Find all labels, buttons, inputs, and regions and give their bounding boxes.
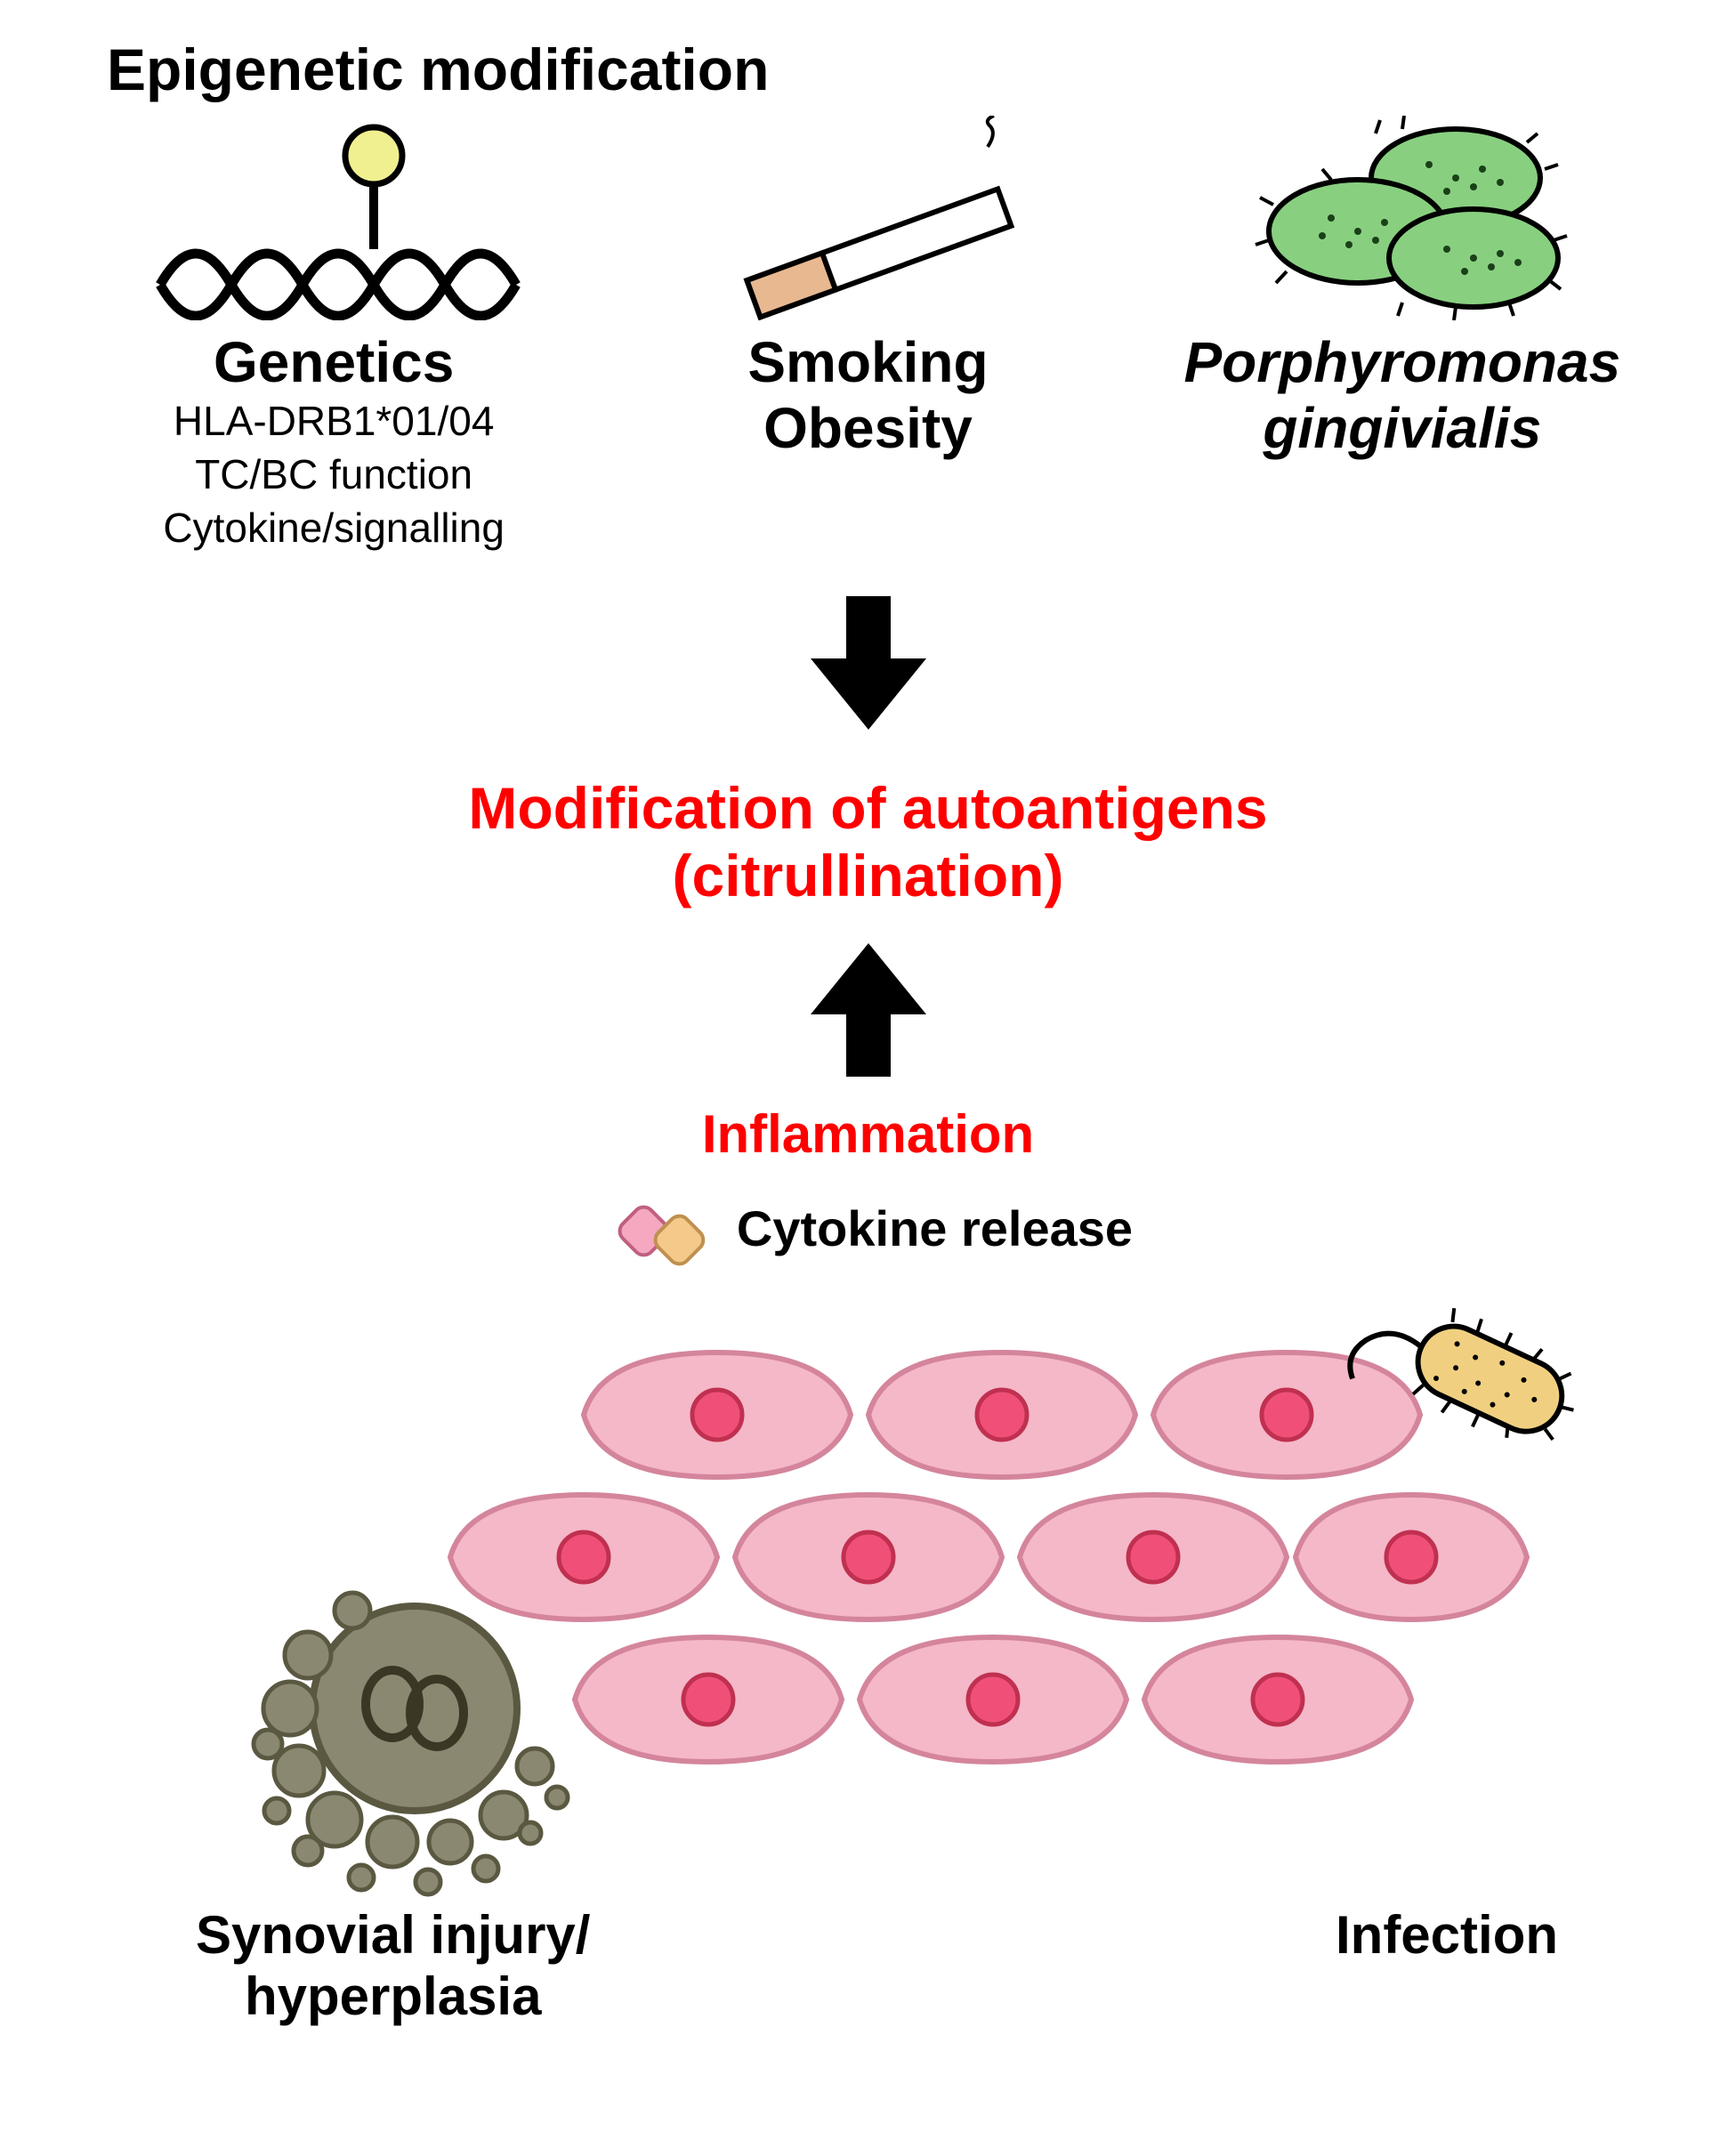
- synovial-label: Synovial injury/ hyperplasia: [196, 1904, 590, 2027]
- genetics-factor: Genetics HLA-DRB1*01/04 TC/BC function C…: [85, 116, 583, 554]
- smoking-label: Smoking: [747, 329, 988, 395]
- inflammation-label: Inflammation: [702, 1103, 1034, 1165]
- lifestyle-factor: Smoking Obesity: [645, 116, 1090, 461]
- bacteria-label2: gingivialis: [1263, 395, 1541, 461]
- cytokine-icon: [603, 1183, 719, 1272]
- bacteria-cluster-icon: [1224, 116, 1580, 320]
- cytokine-label: Cytokine release: [737, 1199, 1133, 1257]
- bacteria-label1: Porphyromonas: [1183, 329, 1620, 395]
- genetics-label: Genetics: [214, 329, 454, 395]
- synovial-line1: Synovial injury/: [196, 1904, 590, 1966]
- bottom-labels: Synovial injury/ hyperplasia Infection: [0, 1904, 1736, 2027]
- dna-icon: [142, 116, 525, 320]
- epigenetic-title: Epigenetic modification: [107, 36, 769, 103]
- cigarette-icon: [681, 116, 1054, 320]
- arrow-up-icon: [811, 943, 926, 1077]
- infection-label: Infection: [1336, 1904, 1558, 2027]
- modification-text: Modification of autoantigens (citrullina…: [0, 774, 1736, 909]
- tissue-row-2: [450, 1495, 1527, 1619]
- tissue-illustration: [157, 1299, 1580, 1904]
- genetics-sub1: HLA-DRB1*01/04: [174, 395, 495, 448]
- modification-line1: Modification of autoantigens: [0, 774, 1736, 842]
- genetics-sub2: TC/BC function: [195, 448, 472, 502]
- obesity-label: Obesity: [763, 395, 973, 461]
- genetics-sub3: Cytokine/signalling: [163, 502, 505, 555]
- cytokine-row: Cytokine release: [603, 1183, 1133, 1272]
- factor-row: Genetics HLA-DRB1*01/04 TC/BC function C…: [0, 116, 1736, 554]
- injury-cell-cluster: [254, 1593, 568, 1894]
- tissue-row-1: [584, 1353, 1420, 1477]
- bacteria-factor: Porphyromonas gingivialis: [1153, 116, 1651, 461]
- synovial-line2: hyperplasia: [196, 1966, 590, 2027]
- diagram-container: Epigenetic modification Genetics HLA-DRB…: [0, 0, 1736, 2148]
- tissue-row-3: [575, 1637, 1411, 1762]
- modification-line2: (citrullination): [0, 842, 1736, 909]
- arrow-down-1-icon: [811, 596, 926, 730]
